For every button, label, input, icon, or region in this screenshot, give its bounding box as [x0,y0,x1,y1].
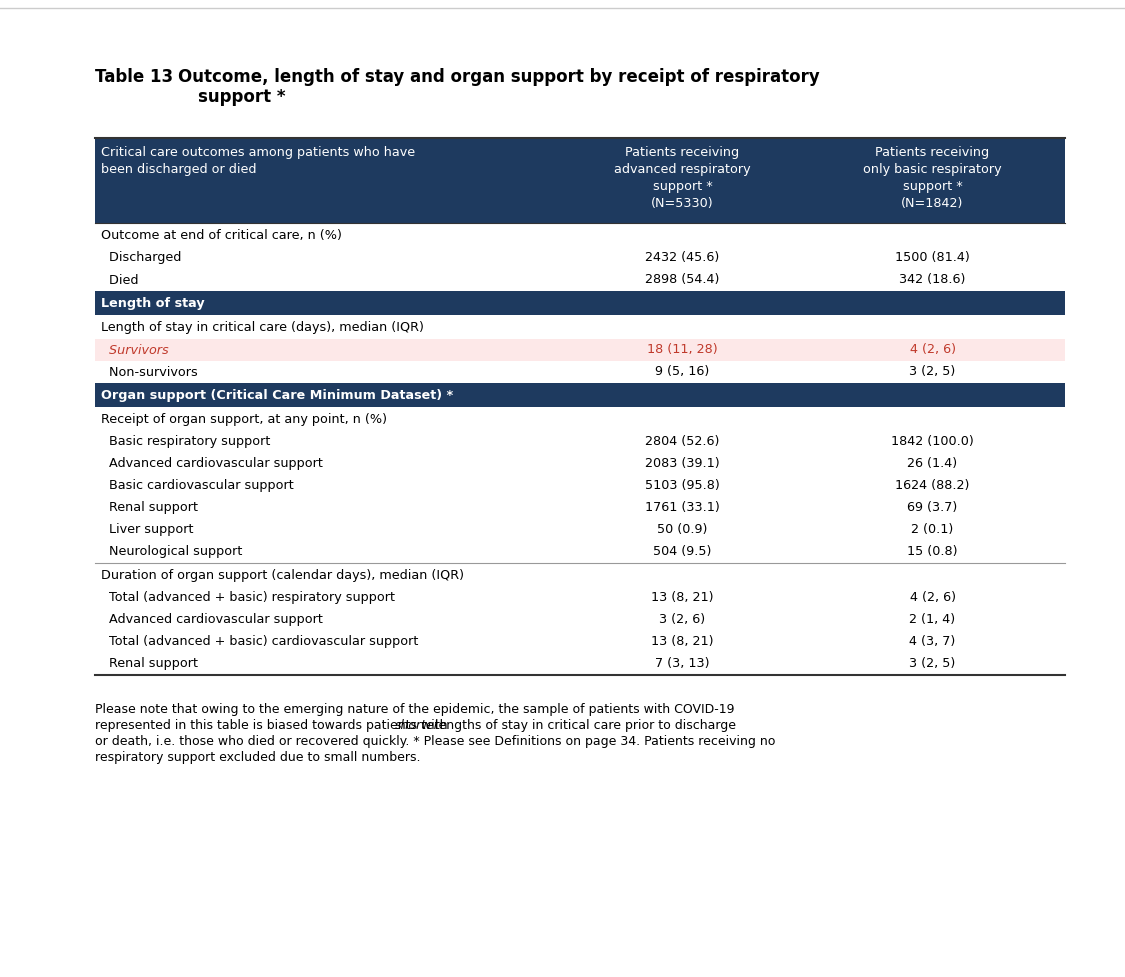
Text: 2432 (45.6): 2432 (45.6) [646,251,720,265]
Text: Renal support: Renal support [101,658,198,670]
Bar [94,383,1065,407]
Text: 15 (0.8): 15 (0.8) [907,545,957,559]
Text: 13 (8, 21): 13 (8, 21) [651,591,713,605]
Text: 1761 (33.1): 1761 (33.1) [645,501,720,515]
Text: Total (advanced + basic) cardiovascular support: Total (advanced + basic) cardiovascular … [101,635,419,649]
Text: 1842 (100.0): 1842 (100.0) [891,436,974,448]
Text: Receipt of organ support, at any point, n (%): Receipt of organ support, at any point, … [101,412,387,426]
Text: 1624 (88.2): 1624 (88.2) [896,480,970,492]
Text: 2083 (39.1): 2083 (39.1) [646,457,720,471]
Text: 3 (2, 6): 3 (2, 6) [659,614,705,626]
Text: Table 13: Table 13 [94,68,173,86]
Text: 26 (1.4): 26 (1.4) [908,457,957,471]
Text: 9 (5, 16): 9 (5, 16) [656,365,710,378]
Bar [94,339,1065,361]
Text: Died: Died [101,274,138,286]
Text: Liver support: Liver support [101,524,194,536]
Text: 4 (3, 7): 4 (3, 7) [909,635,955,649]
Text: 342 (18.6): 342 (18.6) [899,274,965,286]
Text: 7 (3, 13): 7 (3, 13) [655,658,710,670]
Text: 69 (3.7): 69 (3.7) [908,501,957,515]
Text: Non-survivors: Non-survivors [101,365,198,378]
Text: Discharged: Discharged [101,251,181,265]
Text: Neurological support: Neurological support [101,545,242,559]
Text: Basic cardiovascular support: Basic cardiovascular support [101,480,294,492]
Text: support *: support * [198,88,286,106]
Text: 50 (0.9): 50 (0.9) [657,524,708,536]
Text: 2898 (54.4): 2898 (54.4) [646,274,720,286]
Text: Outcome at end of critical care, n (%): Outcome at end of critical care, n (%) [101,229,342,241]
Text: represented in this table is biased towards patients with: represented in this table is biased towa… [94,719,451,732]
Text: 504 (9.5): 504 (9.5) [654,545,712,559]
Text: 4 (2, 6): 4 (2, 6) [909,344,955,357]
Text: Patients receiving
advanced respiratory
support *
(N=5330): Patients receiving advanced respiratory … [614,146,750,210]
Text: Basic respiratory support: Basic respiratory support [101,436,270,448]
Text: shorter: shorter [395,719,440,732]
Text: 2804 (52.6): 2804 (52.6) [646,436,720,448]
Text: Advanced cardiovascular support: Advanced cardiovascular support [101,457,323,471]
Text: or death, i.e. those who died or recovered quickly. * Please see Definitions on : or death, i.e. those who died or recover… [94,735,775,748]
Text: 2 (1, 4): 2 (1, 4) [909,614,955,626]
Text: 18 (11, 28): 18 (11, 28) [647,344,718,357]
Text: 2 (0.1): 2 (0.1) [911,524,954,536]
Text: 3 (2, 5): 3 (2, 5) [909,658,955,670]
Text: 4 (2, 6): 4 (2, 6) [909,591,955,605]
Text: Renal support: Renal support [101,501,198,515]
Text: Survivors: Survivors [101,344,169,357]
Text: lengths of stay in critical care prior to discharge: lengths of stay in critical care prior t… [431,719,737,732]
Text: Total (advanced + basic) respiratory support: Total (advanced + basic) respiratory sup… [101,591,395,605]
Text: 1500 (81.4): 1500 (81.4) [896,251,970,265]
Text: Please note that owing to the emerging nature of the epidemic, the sample of pat: Please note that owing to the emerging n… [94,703,735,716]
Text: Critical care outcomes among patients who have
been discharged or died: Critical care outcomes among patients wh… [101,146,415,176]
Text: Length of stay in critical care (days), median (IQR): Length of stay in critical care (days), … [101,320,424,333]
Text: Patients receiving
only basic respiratory
support *
(N=1842): Patients receiving only basic respirator… [863,146,1002,210]
Bar [94,138,1065,223]
Text: 5103 (95.8): 5103 (95.8) [645,480,720,492]
Text: Organ support (Critical Care Minimum Dataset) *: Organ support (Critical Care Minimum Dat… [101,389,453,402]
Text: 3 (2, 5): 3 (2, 5) [909,365,955,378]
Text: Duration of organ support (calendar days), median (IQR): Duration of organ support (calendar days… [101,569,463,581]
Text: Advanced cardiovascular support: Advanced cardiovascular support [101,614,323,626]
Text: Length of stay: Length of stay [101,296,205,310]
Text: Outcome, length of stay and organ support by receipt of respiratory: Outcome, length of stay and organ suppor… [178,68,820,86]
Text: 13 (8, 21): 13 (8, 21) [651,635,713,649]
Text: respiratory support excluded due to small numbers.: respiratory support excluded due to smal… [94,751,421,764]
Bar [94,291,1065,315]
